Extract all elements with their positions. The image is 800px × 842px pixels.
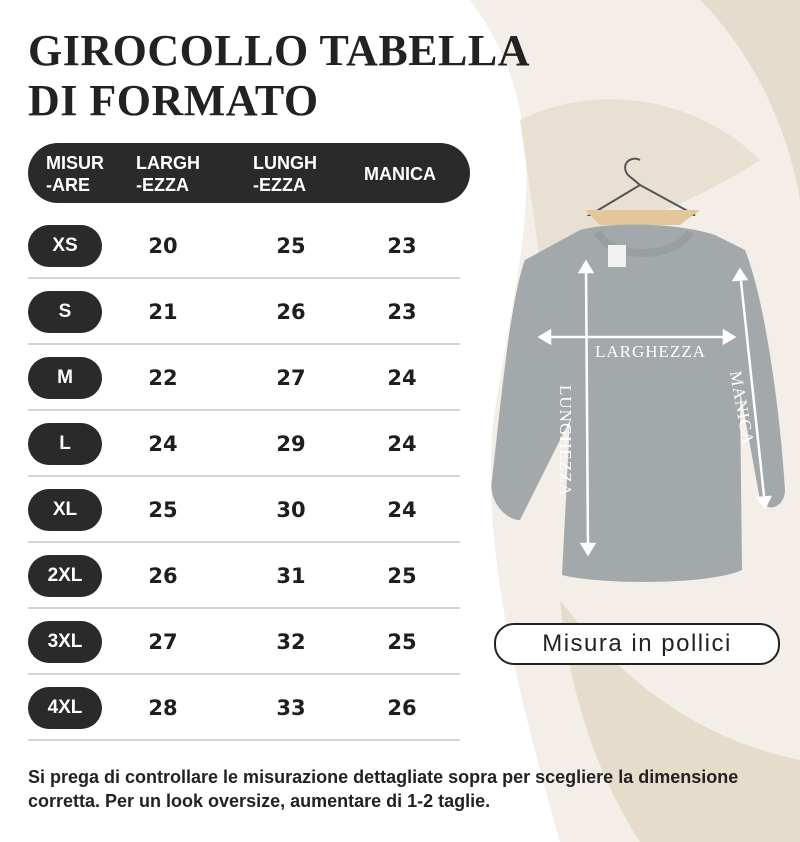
length-value: 26 [276, 300, 306, 324]
sweater-diagram: LARGHEZZA LUNGHEZZA MANICA [491, 157, 785, 582]
sleeve-value: 25 [387, 564, 417, 588]
sleeve-value: 24 [387, 366, 417, 390]
table-row: L 24 29 24 [28, 411, 460, 477]
table-row: XL 25 30 24 [28, 477, 460, 543]
length-value: 29 [276, 432, 306, 456]
width-value: 20 [148, 234, 178, 258]
table-row: S 21 26 23 [28, 279, 460, 345]
length-label: LUNGHEZZA [556, 385, 575, 497]
sleeve-value: 24 [387, 498, 417, 522]
row-divider [28, 475, 460, 477]
row-divider [28, 541, 460, 543]
page-title: GIROCOLLO TABELLA DI FORMATO [28, 26, 530, 126]
size-badge: L [28, 423, 102, 465]
sleeve-value: 26 [387, 696, 417, 720]
unit-badge: Misura in pollici [494, 623, 780, 665]
size-badge: S [28, 291, 102, 333]
row-divider [28, 673, 460, 675]
table-row: XS 20 25 23 [28, 213, 460, 279]
sleeve-value: 23 [387, 234, 417, 258]
table-row: M 22 27 24 [28, 345, 460, 411]
width-value: 28 [148, 696, 178, 720]
table-row: 4XL 28 33 26 [28, 675, 460, 741]
table-row: 3XL 27 32 25 [28, 609, 460, 675]
table-header: MISUR -ARE LARGH -EZZA LUNGH -EZZA MANICA [28, 143, 470, 203]
length-value: 30 [276, 498, 306, 522]
sizing-note: Si prega di controllare le misurazione d… [28, 767, 739, 811]
length-value: 25 [276, 234, 306, 258]
size-badge: 2XL [28, 555, 102, 597]
row-divider [28, 607, 460, 609]
header-size: MISUR -ARE [46, 153, 104, 195]
length-value: 33 [276, 696, 306, 720]
length-value: 31 [276, 564, 306, 588]
size-badge: 3XL [28, 621, 102, 663]
row-divider [28, 343, 460, 345]
sweater [491, 224, 785, 582]
header-length: LUNGH -EZZA [253, 153, 317, 195]
length-value: 27 [276, 366, 306, 390]
width-value: 27 [148, 630, 178, 654]
row-divider [28, 409, 460, 411]
size-badge: 4XL [28, 687, 102, 729]
hanger-icon [586, 157, 696, 216]
sleeve-value: 24 [387, 432, 417, 456]
table-row: 2XL 26 31 25 [28, 543, 460, 609]
size-badge: XL [28, 489, 102, 531]
sleeve-value: 23 [387, 300, 417, 324]
width-value: 24 [148, 432, 178, 456]
length-value: 32 [276, 630, 306, 654]
header-sleeve: MANICA [364, 164, 436, 184]
width-value: 21 [148, 300, 178, 324]
row-divider [28, 277, 460, 279]
width-value: 26 [148, 564, 178, 588]
width-label: LARGHEZZA [595, 342, 706, 361]
sleeve-value: 25 [387, 630, 417, 654]
width-value: 25 [148, 498, 178, 522]
title-line-1: GIROCOLLO TABELLA [28, 26, 530, 75]
row-divider [28, 739, 460, 741]
size-badge: XS [28, 225, 102, 267]
size-badge: M [28, 357, 102, 399]
width-value: 22 [148, 366, 178, 390]
header-width: LARGH -EZZA [136, 153, 200, 195]
title-line-2: DI FORMATO [28, 76, 319, 125]
